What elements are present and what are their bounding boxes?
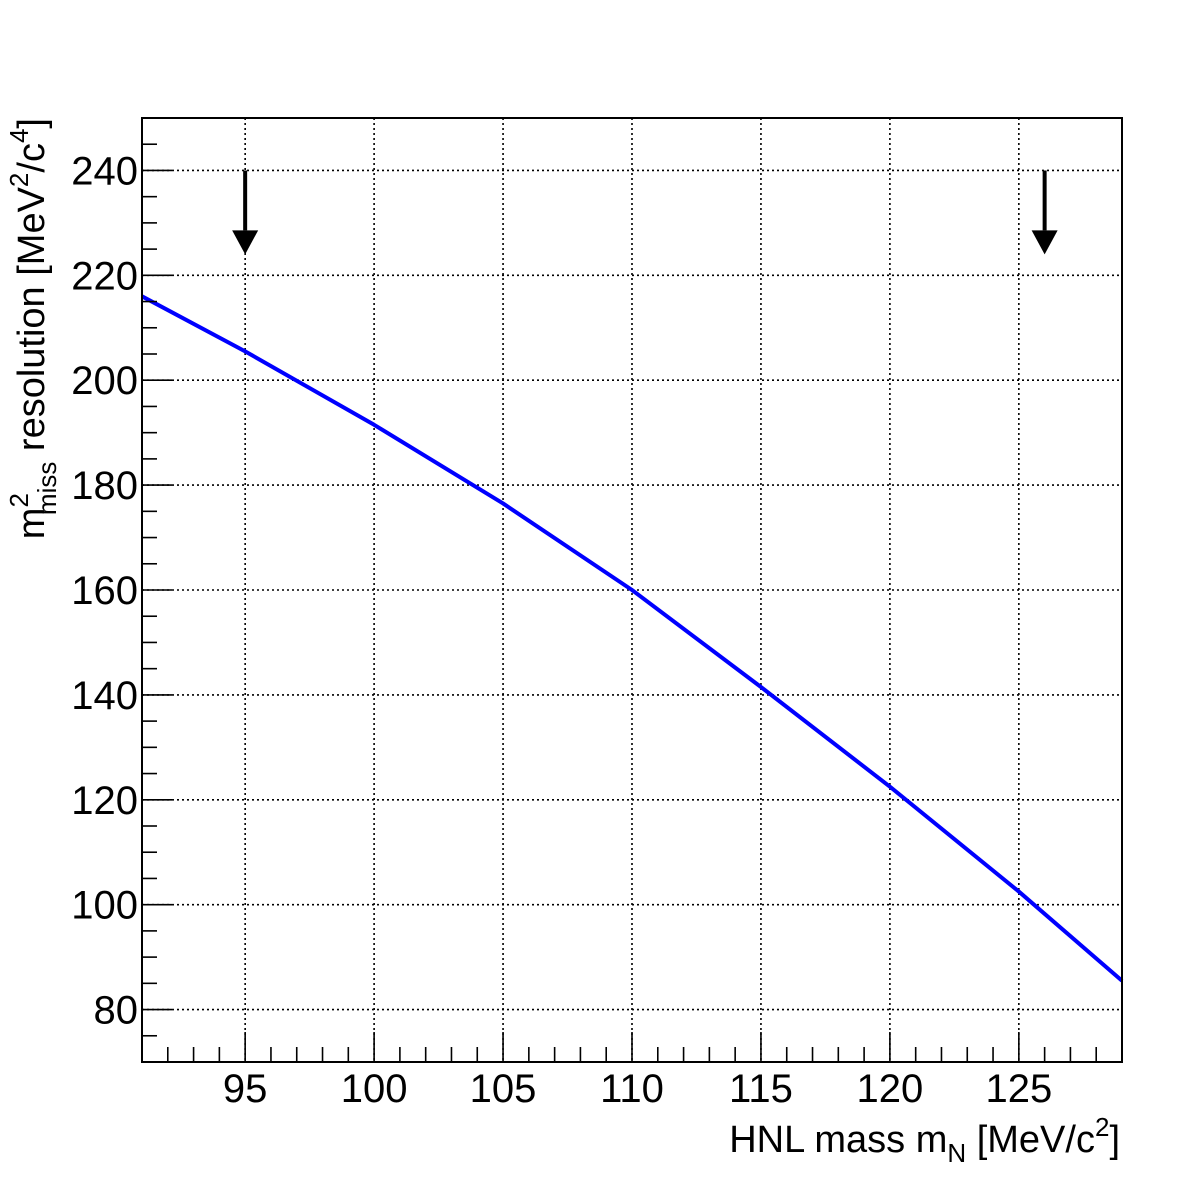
y-tick-label: 200 xyxy=(71,359,138,403)
arrows-layer xyxy=(232,170,1058,255)
arrow-head xyxy=(232,230,259,255)
arrow-head xyxy=(1031,230,1058,255)
y-tick-label: 160 xyxy=(71,569,138,613)
ticks xyxy=(141,117,1123,1063)
x-tick-label: 120 xyxy=(857,1067,924,1111)
series-line xyxy=(141,294,1124,983)
y-axis-title: m2miss resolution [MeV2/c4] xyxy=(4,118,62,539)
x-tick-label: 110 xyxy=(600,1067,664,1111)
y-tick-label: 180 xyxy=(71,464,138,508)
y-tick-label: 140 xyxy=(71,674,138,718)
x-tick-labels: 95 100 105 110 115 120 125 xyxy=(223,1067,1052,1111)
x-axis-title: HNL mass mN [MeV/c2] xyxy=(729,1112,1120,1168)
y-tick-label: 100 xyxy=(71,884,138,928)
series-layer xyxy=(141,294,1124,983)
x-tick-label: 105 xyxy=(470,1067,537,1111)
x-tick-label: 100 xyxy=(341,1067,408,1111)
y-tick-label: 80 xyxy=(94,989,139,1033)
y-tick-labels: 80 100 120 140 160 180 200 220 240 xyxy=(71,149,138,1032)
x-tick-label: 95 xyxy=(223,1067,268,1111)
y-tick-label: 220 xyxy=(71,254,138,298)
x-tick-label: 125 xyxy=(985,1067,1052,1111)
y-tick-label: 240 xyxy=(71,149,138,193)
y-tick-label: 120 xyxy=(71,779,138,823)
x-tick-label: 115 xyxy=(729,1067,793,1111)
